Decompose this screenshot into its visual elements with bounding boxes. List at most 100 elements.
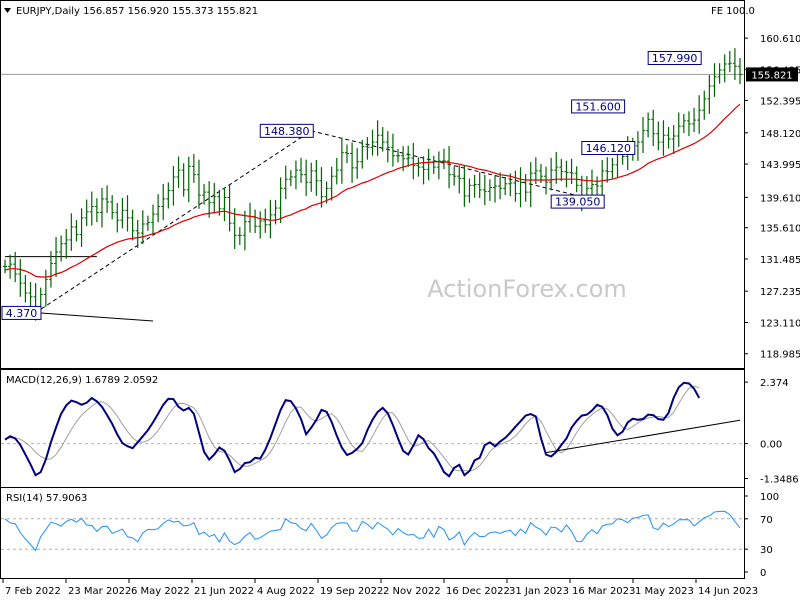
ohlc-bar [447, 146, 452, 189]
price-tick-label: 152.395 [760, 96, 800, 107]
ohlc-bar [18, 258, 23, 297]
ohlc-bar [263, 208, 268, 233]
rsi-title: RSI(14) 57.9063 [6, 493, 87, 504]
ohlc-bar [344, 144, 349, 164]
ohlc-bar [569, 158, 574, 185]
price-annotation: 151.600 [571, 99, 626, 114]
ohlc-bar [641, 117, 646, 153]
ohlc-bar [242, 210, 247, 251]
ohlc-bar [441, 148, 446, 170]
ohlc-bar [278, 177, 283, 224]
ohlc-bar [299, 157, 304, 183]
ohlc-bar [610, 158, 615, 179]
ohlc-bar [702, 90, 707, 120]
ohlc-bar [3, 259, 7, 274]
ohlc-bar [59, 235, 64, 262]
ohlc-bar [564, 160, 569, 188]
ohlc-bar [64, 228, 69, 259]
ohlc-bar [309, 162, 314, 192]
macd-signal-line [4, 385, 700, 472]
price-tick-label: 131.485 [760, 255, 800, 266]
ohlc-bar [487, 179, 492, 201]
date-axis-labels: 7 Feb 2022 23 Mar 2022 6 May 2022 21 Jun 20… [2, 579, 758, 597]
ohlc-bar [549, 157, 554, 191]
annotation-label: 151.600 [575, 100, 621, 113]
price-annotation: 146.120 [581, 140, 636, 155]
trendline [311, 130, 603, 203]
collapse-triangle-icon[interactable] [4, 8, 11, 13]
date-label: 14 Jun 2023 [698, 586, 758, 597]
ohlc-bar [79, 208, 84, 247]
ohlc-bar [390, 133, 395, 167]
ohlc-bar [186, 156, 191, 203]
ohlc-bar [722, 54, 727, 83]
ohlc-bar [380, 127, 385, 152]
ohlc-bar [74, 220, 79, 242]
ohlc-bar [105, 185, 110, 213]
rsi-tick-label: 100 [760, 492, 779, 503]
macd-panel-frame [0, 369, 745, 488]
rsi-line [4, 510, 741, 552]
ohlc-bar [84, 199, 89, 227]
ohlc-bar [717, 63, 722, 84]
price-annotations: 157.990 151.600 148.380 146.120 139.050 4.370 [1, 50, 702, 320]
date-label: 16 Mar 2023 [572, 586, 635, 597]
ohlc-bar [416, 157, 421, 177]
price-tick-label: 135.610 [760, 224, 800, 235]
date-label: 7 Feb 2022 [5, 586, 61, 597]
date-label: 4 Aug 2022 [257, 586, 315, 597]
ohlc-bar [651, 109, 656, 147]
rsi-axis-ticks: 100 70 30 0 [744, 492, 779, 579]
price-annotation: 148.380 [259, 123, 314, 138]
date-label: 6 May 2022 [131, 586, 190, 597]
annotation-box [259, 123, 314, 138]
price-annotation: 4.370 [1, 305, 42, 320]
ohlc-bar [467, 178, 472, 203]
ohlc-bar [707, 75, 712, 114]
ohlc-bar [120, 198, 125, 229]
ohlc-bar [452, 166, 457, 186]
trendline [35, 130, 312, 314]
ohlc-bar [686, 111, 691, 137]
macd-tick-label: -1.3486 [760, 474, 799, 485]
price-tick-label: 143.995 [760, 160, 800, 171]
price-tick-label: 160.610 [760, 34, 800, 45]
ohlc-bar [406, 145, 411, 167]
ohlc-bar [559, 158, 564, 182]
ohlc-bar [396, 148, 401, 163]
ohlc-bar [314, 159, 319, 196]
ohlc-bar [166, 182, 171, 209]
macd-axis-ticks: 2.374 0.00 -1.3486 [744, 378, 799, 485]
current-price-tag: 155.821 [746, 67, 798, 82]
price-tick-label: 139.610 [760, 193, 800, 204]
rsi-lines [1, 510, 744, 552]
ohlc-bar [176, 156, 181, 188]
ohlc-bars [3, 48, 742, 321]
ohlc-bar [329, 166, 334, 201]
macd-tick-label: 0.00 [760, 440, 782, 451]
moving-average [4, 103, 741, 278]
current-price-tag-label: 155.821 [751, 70, 792, 81]
ohlc-bar [13, 251, 18, 283]
ohlc-bar [523, 174, 528, 202]
ohlc-bar [69, 213, 74, 251]
ohlc-bar [319, 167, 324, 208]
ohlc-bar [503, 176, 508, 196]
ohlc-bar [227, 185, 232, 232]
ohlc-bar [635, 131, 640, 161]
ohlc-bar [482, 174, 487, 206]
ohlc-bar [370, 129, 375, 156]
ohlc-bar [375, 120, 380, 156]
ohlc-bar [48, 251, 53, 288]
ohlc-bar [89, 191, 94, 226]
watermark: ActionForex.com [427, 275, 627, 303]
ohlc-bar [732, 48, 737, 80]
ohlc-bar [477, 172, 482, 199]
price-annotation: 157.990 [647, 50, 702, 65]
ohlc-bar [151, 204, 156, 235]
date-label: 21 Jun 2022 [194, 586, 254, 597]
ohlc-bar [605, 157, 610, 183]
annotation-box [571, 99, 626, 114]
ohlc-bar [8, 254, 13, 279]
price-axis-ticks: 160.610156.495152.395148.120143.995139.6… [744, 34, 800, 361]
